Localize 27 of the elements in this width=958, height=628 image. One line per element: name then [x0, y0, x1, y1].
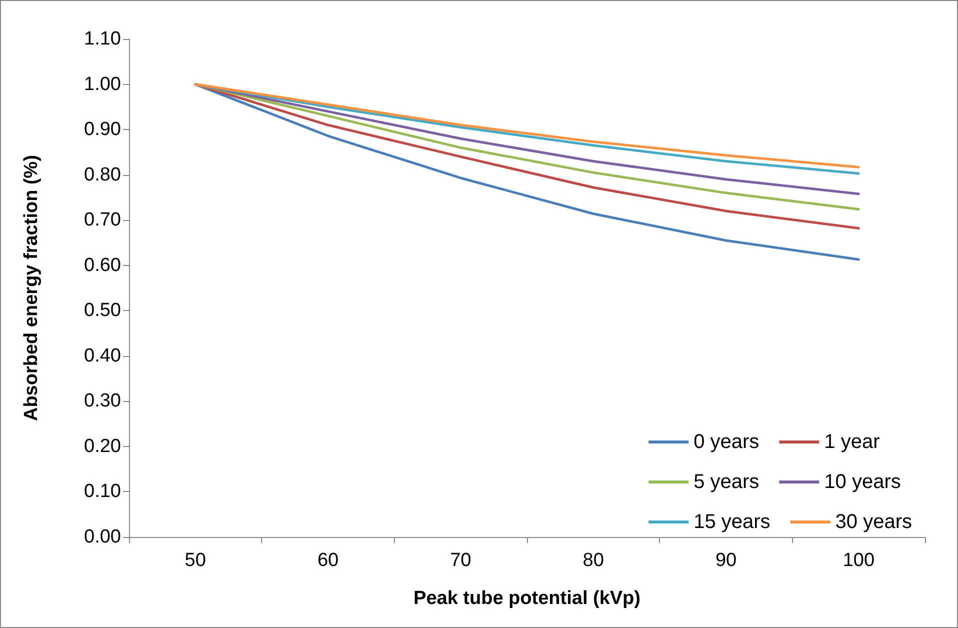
- y-tick-label: 0.00: [84, 526, 121, 548]
- y-tick-label: 0.40: [84, 345, 121, 366]
- legend-label: 15 years: [694, 511, 770, 533]
- x-tick-label: 50: [184, 550, 206, 571]
- y-tick-label: 1.00: [84, 74, 121, 95]
- legend-label: 5 years: [694, 471, 760, 493]
- legend-label: 10 years: [824, 471, 901, 493]
- y-tick-label: 0.60: [84, 254, 121, 276]
- y-tick-label: 0.30: [84, 390, 121, 412]
- y-tick-label: 0.20: [84, 436, 121, 457]
- x-axis-title: Peak tube potential (kVp): [414, 588, 640, 609]
- x-tick-label: 90: [715, 550, 737, 571]
- y-tick-label: 0.70: [84, 210, 121, 231]
- y-tick-label: 0.10: [84, 481, 121, 502]
- y-axis-title: Absorbed energy fraction (%): [21, 154, 42, 422]
- legend-label: 1 year: [824, 431, 880, 453]
- y-tick-label: 0.50: [84, 300, 121, 322]
- x-tick-label: 70: [450, 550, 472, 571]
- x-tick-label: 60: [317, 550, 339, 571]
- x-tick-label: 100: [842, 550, 875, 571]
- line-series: [194, 83, 860, 261]
- y-tick-label: 1.10: [84, 28, 121, 50]
- legend-label: 30 years: [835, 511, 912, 533]
- y-tick-label: 0.80: [84, 164, 121, 186]
- x-tick-label: 80: [582, 550, 604, 571]
- legend-label: 0 years: [694, 431, 760, 453]
- y-tick-label: 0.90: [84, 119, 121, 140]
